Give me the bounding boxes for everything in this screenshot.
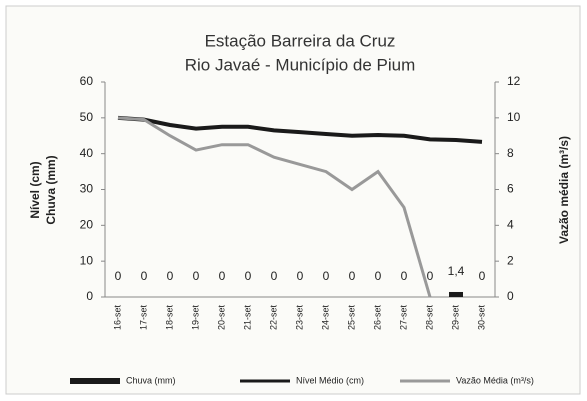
data-label: 0 [245, 269, 252, 283]
data-label: 0 [115, 269, 122, 283]
y2-tick-label: 0 [507, 289, 514, 303]
x-tick-label: 30-set [476, 305, 486, 331]
data-label: 0 [219, 269, 226, 283]
data-label: 0 [271, 269, 278, 283]
x-tick-label: 26-set [372, 305, 382, 331]
x-tick-label: 17-set [138, 305, 148, 331]
data-label: 0 [193, 269, 200, 283]
bar [449, 291, 463, 297]
x-tick-label: 19-set [190, 305, 200, 331]
data-label: 0 [479, 269, 486, 283]
y-tick-label: 20 [80, 218, 94, 232]
y2-tick-label: 6 [507, 182, 514, 196]
x-tick-label: 25-set [346, 305, 356, 331]
y2-tick-label: 10 [507, 110, 521, 124]
y2-tick-label: 12 [507, 74, 521, 88]
y2-tick-label: 8 [507, 146, 514, 160]
y-tick-label: 30 [80, 182, 94, 196]
data-label: 0 [167, 269, 174, 283]
y-tick-label: 0 [86, 289, 93, 303]
y-tick-label: 40 [80, 146, 94, 160]
x-tick-label: 28-set [424, 305, 434, 331]
legend-label: Chuva (mm) [126, 375, 176, 385]
y-axis-title: Nível (cm) [28, 161, 42, 218]
x-tick-label: 18-set [164, 305, 174, 331]
x-tick-label: 27-set [398, 305, 408, 331]
x-tick-label: 16-set [112, 305, 122, 331]
legend-label: Nível Médio (cm) [296, 375, 364, 385]
y2-axis-title: Vazão média (m³/s) [557, 136, 571, 244]
x-tick-label: 20-set [216, 305, 226, 331]
data-label: 0 [401, 269, 408, 283]
chart-title: Estação Barreira da Cruz [205, 31, 396, 50]
y2-tick-label: 4 [507, 218, 514, 232]
line [117, 116, 432, 298]
y-tick-label: 60 [80, 74, 94, 88]
data-label: 0 [349, 269, 356, 283]
x-tick-label: 22-set [268, 305, 278, 331]
data-label: 0 [323, 269, 330, 283]
line [117, 115, 483, 144]
x-tick-label: 29-set [450, 305, 460, 331]
chart-frame [5, 5, 581, 395]
data-label: 0 [297, 269, 304, 283]
x-tick-label: 21-set [242, 305, 252, 331]
y-tick-label: 10 [80, 253, 94, 267]
legend-label: Vazão Média (m³/s) [456, 375, 534, 385]
data-label: 0 [427, 269, 434, 283]
x-tick-label: 24-set [320, 305, 330, 331]
y-tick-label: 50 [80, 110, 94, 124]
data-label: 1,4 [448, 264, 465, 278]
data-label: 0 [141, 269, 148, 283]
chart-subtitle: Rio Javaé - Município de Pium [185, 55, 416, 74]
y-axis-title: Chuva (mm) [44, 155, 58, 224]
x-tick-label: 23-set [294, 305, 304, 331]
data-label: 0 [375, 269, 382, 283]
y2-tick-label: 2 [507, 253, 514, 267]
